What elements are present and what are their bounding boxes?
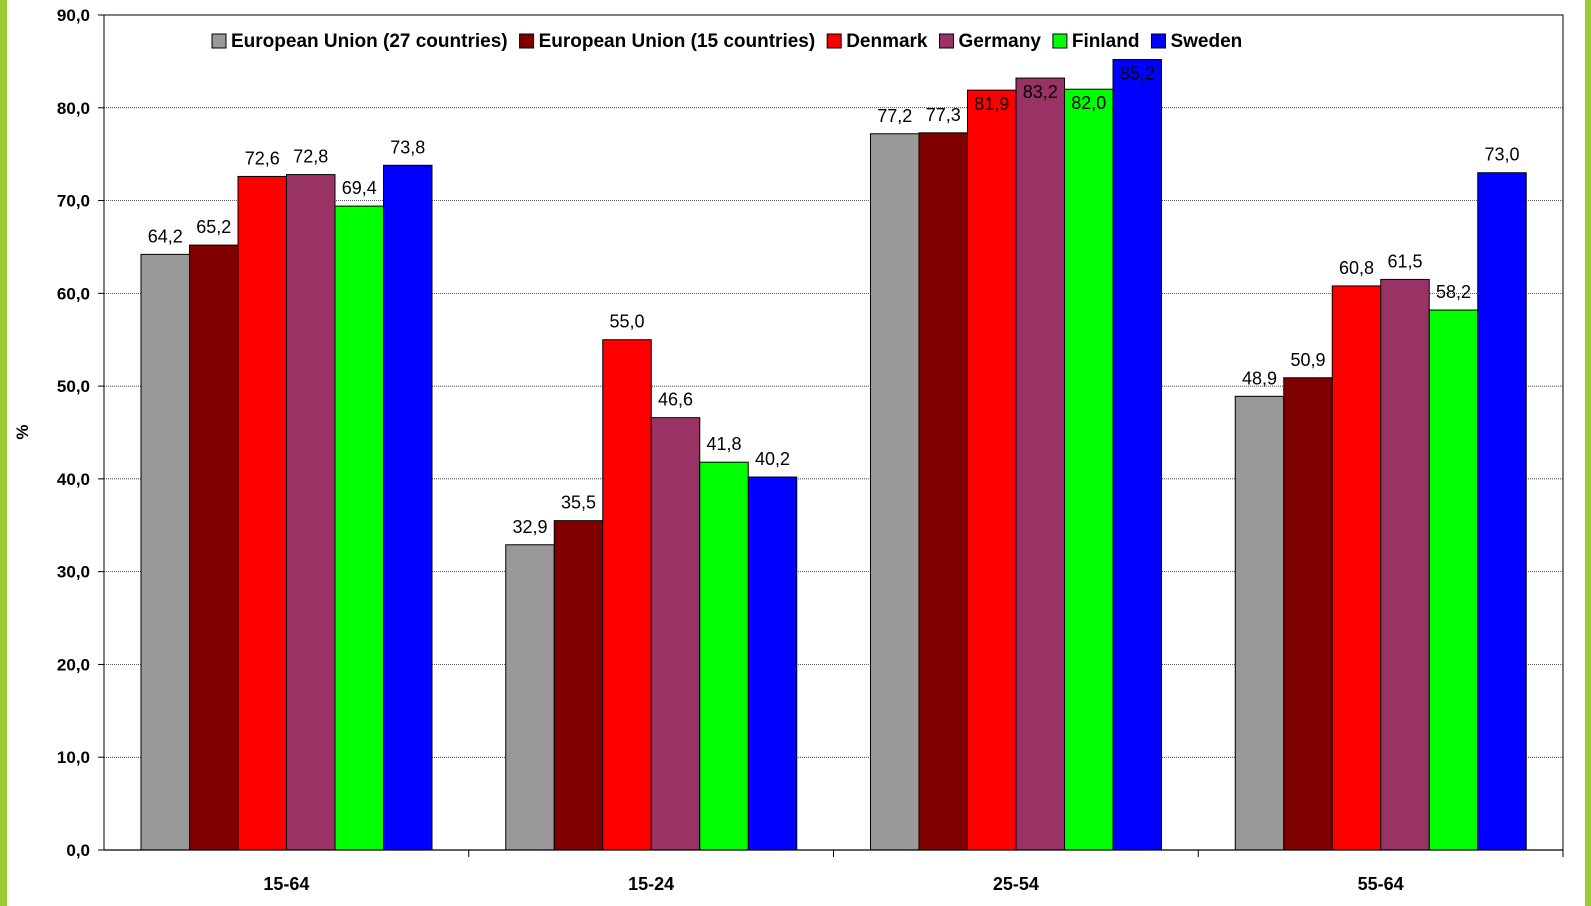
bar — [1331, 285, 1382, 851]
data-label: 72,6 — [245, 148, 280, 168]
y-tick-label: 50,0 — [57, 377, 90, 396]
data-label: 65,2 — [196, 217, 231, 237]
bar — [1283, 377, 1333, 851]
legend-swatch — [1150, 33, 1166, 49]
legend-swatch — [826, 33, 842, 49]
data-label: 32,9 — [512, 517, 547, 537]
data-label: 73,8 — [390, 137, 425, 157]
data-label: 73,0 — [1484, 145, 1519, 165]
legend-swatch — [519, 33, 535, 49]
legend-label: European Union (15 countries) — [539, 31, 816, 52]
data-label: 48,9 — [1242, 368, 1277, 388]
left-border-stripe — [0, 0, 7, 906]
y-tick-label: 0,0 — [66, 841, 90, 860]
y-tick-label: 10,0 — [57, 748, 90, 767]
bar — [870, 133, 920, 851]
x-category-label: 15-24 — [628, 874, 674, 894]
bar — [189, 244, 239, 851]
y-tick-label: 70,0 — [57, 192, 90, 211]
bar — [1380, 278, 1430, 851]
bar — [140, 253, 190, 851]
bar — [1015, 77, 1065, 851]
bar — [1477, 172, 1527, 851]
data-label: 35,5 — [561, 493, 596, 513]
y-tick-label: 60,0 — [57, 284, 90, 303]
bar — [1064, 88, 1114, 851]
data-label: 69,4 — [342, 178, 377, 198]
legend-label: Sweden — [1170, 31, 1242, 52]
bar — [918, 132, 968, 851]
legend-label: Finland — [1072, 31, 1140, 52]
data-label: 50,9 — [1290, 350, 1325, 370]
bar — [286, 174, 336, 851]
legend: European Union (27 countries) European Un… — [211, 31, 1242, 52]
data-label: 46,6 — [658, 390, 693, 410]
bar — [505, 544, 555, 851]
bar — [747, 476, 798, 851]
right-border-stripe — [1585, 0, 1591, 906]
bar — [1112, 59, 1162, 851]
legend-label: Denmark — [846, 31, 928, 52]
y-tick-label: 90,0 — [57, 6, 90, 25]
x-category-label: 55-64 — [1358, 874, 1404, 894]
data-label: 77,3 — [926, 105, 961, 125]
data-label: 82,0 — [1071, 93, 1106, 113]
data-label: 41,8 — [706, 434, 741, 454]
data-label: 64,2 — [148, 226, 183, 246]
data-label: 83,2 — [1023, 82, 1058, 102]
bar — [553, 520, 604, 851]
y-tick-label: 40,0 — [57, 470, 90, 489]
x-category-label: 15-64 — [263, 874, 309, 894]
data-label: 85,2 — [1120, 64, 1155, 84]
legend-swatch — [211, 33, 227, 49]
legend-label: European Union (27 countries) — [231, 31, 508, 52]
data-label: 40,2 — [755, 449, 790, 469]
legend-swatch — [1052, 33, 1068, 49]
y-tick-label: 20,0 — [57, 655, 90, 674]
bar — [967, 89, 1017, 851]
data-label: 72,8 — [293, 147, 328, 167]
bar — [334, 205, 384, 851]
legend-label: Germany — [959, 31, 1042, 52]
data-label: 60,8 — [1339, 258, 1374, 278]
x-category-label: 25-54 — [993, 874, 1039, 894]
bars: 64,2 65,2 72,6 72,8 69,4 73,8 32,9 35,5 55,0 46,6… — [140, 59, 1527, 851]
bar — [602, 339, 652, 851]
bar — [650, 417, 701, 851]
data-label: 61,5 — [1387, 251, 1422, 271]
y-axis-title: % — [13, 424, 32, 439]
data-label: 77,2 — [877, 106, 912, 126]
data-label: 81,9 — [974, 94, 1009, 114]
data-label: 55,0 — [609, 312, 644, 332]
axes: 0,0 10,0 20,0 30,0 40,0 50,0 60,0 70,0 80,0 90,0 1… — [57, 6, 1564, 894]
y-tick-label: 80,0 — [57, 99, 90, 118]
legend-swatch — [939, 33, 955, 49]
bar — [237, 175, 287, 851]
y-tick-label: 30,0 — [57, 563, 90, 582]
bar — [1234, 395, 1285, 851]
bar — [1428, 309, 1479, 851]
bar — [383, 164, 433, 851]
data-label: 58,2 — [1436, 282, 1471, 302]
bar — [699, 461, 749, 851]
